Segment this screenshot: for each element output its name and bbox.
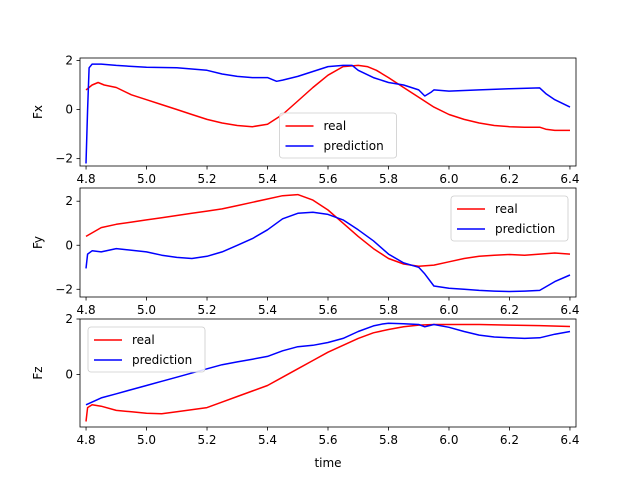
y-tick-label: 0 xyxy=(65,103,73,117)
x-tick-label: 6.4 xyxy=(560,433,579,447)
x-tick-label: 4.8 xyxy=(77,303,96,317)
legend-label-real: real xyxy=(324,119,347,133)
subplot-fy: 4.8 5.0 5.2 5.4 5.6 5.8 6.0 6.2 6.4 −2 0 2 Fy real pre… xyxy=(31,187,579,317)
y-tick-label: −2 xyxy=(55,282,73,296)
x-tick-label: 5.4 xyxy=(258,433,277,447)
legend: real prediction xyxy=(87,326,206,373)
y-tick-label: −2 xyxy=(55,152,73,166)
series-line-real xyxy=(85,64,570,132)
y-tick-label: 2 xyxy=(65,194,73,208)
y-axis-label: Fy xyxy=(31,236,45,249)
x-tick-label: 5.0 xyxy=(137,303,156,317)
series-line-prediction xyxy=(85,211,571,293)
y-tick-label: 2 xyxy=(65,53,73,67)
x-tick-label: 5.0 xyxy=(137,433,156,447)
legend-label-prediction: prediction xyxy=(495,222,555,236)
series-line-prediction xyxy=(85,322,571,406)
x-tick-label: 5.6 xyxy=(318,433,337,447)
x-tick-label: 6.4 xyxy=(560,172,579,186)
x-tick-label: 5.8 xyxy=(379,433,398,447)
x-tick-label: 5.8 xyxy=(379,172,398,186)
y-tick-label: 2 xyxy=(65,312,73,326)
x-tick-label: 4.8 xyxy=(77,433,96,447)
legend-label-real: real xyxy=(132,333,155,347)
x-tick-label: 4.8 xyxy=(77,172,96,186)
legend-label-real: real xyxy=(495,202,518,216)
x-tick-label: 5.2 xyxy=(197,172,216,186)
x-tick-label: 5.2 xyxy=(197,303,216,317)
legend-label-prediction: prediction xyxy=(324,139,384,153)
series-line-real xyxy=(85,193,571,267)
x-tick-label: 5.6 xyxy=(318,172,337,186)
subplot-fz: 4.8 5.0 5.2 5.4 5.6 5.8 6.0 6.2 6.4 0 2 Fz real predi… xyxy=(31,312,579,447)
x-tick-label: 6.2 xyxy=(500,433,519,447)
y-tick-label: 0 xyxy=(65,238,73,252)
x-tick-label: 6.2 xyxy=(500,303,519,317)
x-tick-label: 6.0 xyxy=(439,303,458,317)
x-tick-label: 5.2 xyxy=(197,433,216,447)
x-tick-label: 6.0 xyxy=(439,433,458,447)
y-axis-label: Fx xyxy=(31,105,45,119)
subplot-fx: 4.8 5.0 5.2 5.4 5.6 5.8 6.0 6.2 6.4 −2 0 2 Fx real pre… xyxy=(31,53,579,186)
series-line-prediction xyxy=(85,63,571,164)
x-axis-label: time xyxy=(314,456,341,470)
y-axis-label: Fz xyxy=(31,366,45,379)
x-tick-label: 5.4 xyxy=(258,303,277,317)
legend-label-prediction: prediction xyxy=(132,353,192,367)
x-tick-label: 6.4 xyxy=(560,303,579,317)
x-tick-label: 6.0 xyxy=(439,172,458,186)
subplots: 4.8 5.0 5.2 5.4 5.6 5.8 6.0 6.2 6.4 −2 0 2 Fx real pre… xyxy=(31,53,579,447)
x-tick-label: 6.2 xyxy=(500,172,519,186)
legend: real prediction xyxy=(450,195,569,242)
legend: real prediction xyxy=(279,112,397,159)
x-tick-label: 5.8 xyxy=(379,303,398,317)
x-tick-label: 5.4 xyxy=(258,172,277,186)
x-tick-label: 5.0 xyxy=(137,172,156,186)
x-tick-label: 5.6 xyxy=(318,303,337,317)
y-tick-label: 0 xyxy=(65,367,73,381)
